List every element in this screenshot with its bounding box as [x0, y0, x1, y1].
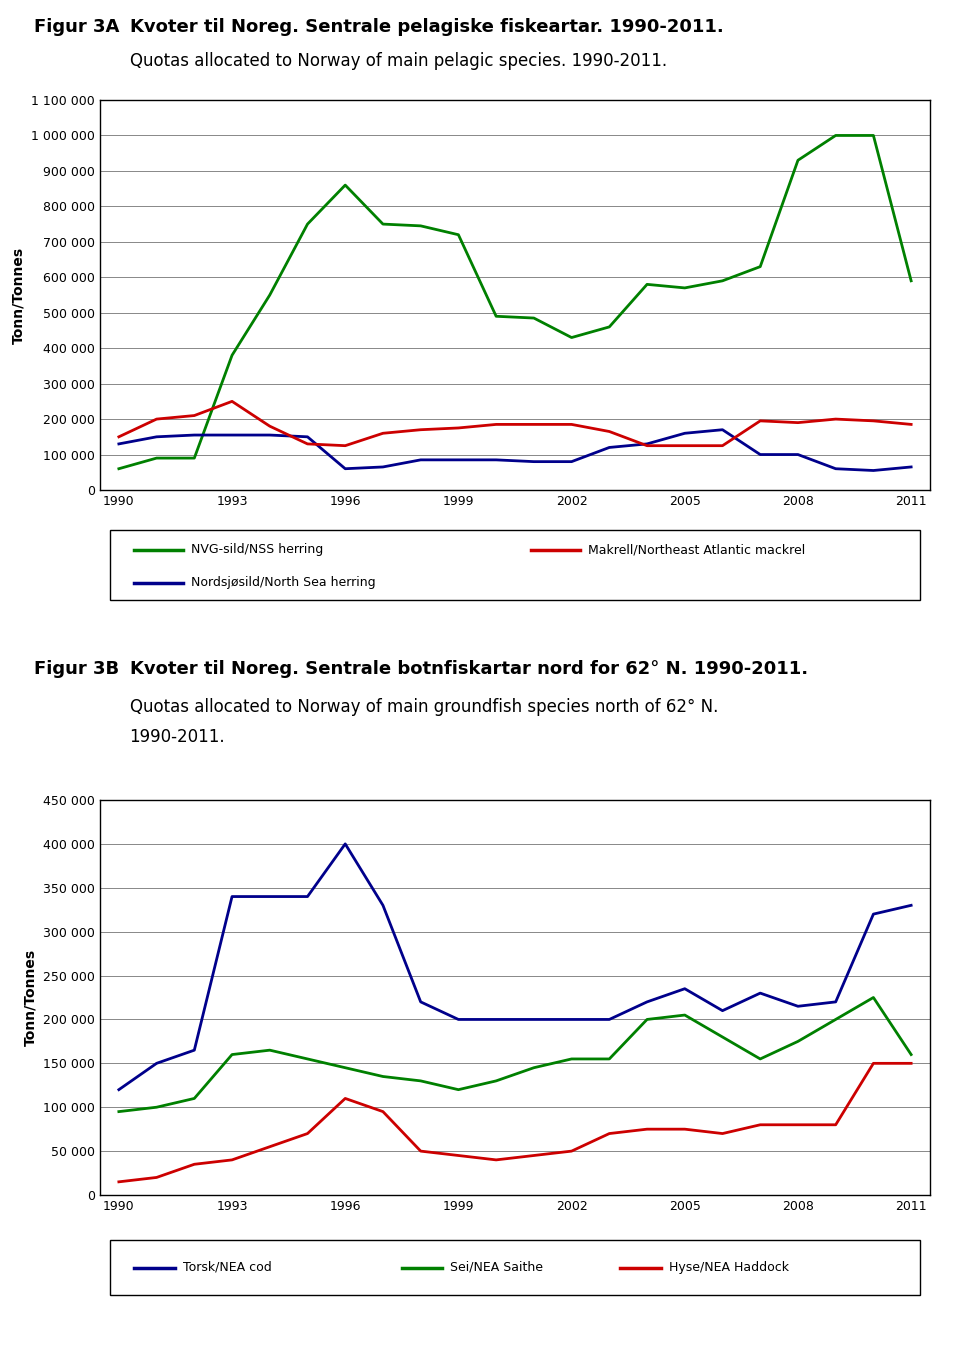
Text: Quotas allocated to Norway of main groundfish species north of 62° N.: Quotas allocated to Norway of main groun…: [130, 698, 718, 716]
Text: Sei/NEA Saithe: Sei/NEA Saithe: [450, 1260, 543, 1274]
Text: Torsk/NEA cod: Torsk/NEA cod: [183, 1260, 272, 1274]
FancyBboxPatch shape: [110, 531, 920, 600]
Y-axis label: Tonn/Tonnes: Tonn/Tonnes: [12, 247, 26, 344]
FancyBboxPatch shape: [110, 1240, 920, 1294]
Text: Figur 3A: Figur 3A: [34, 18, 119, 35]
Text: 1990-2011.: 1990-2011.: [130, 728, 226, 746]
Text: Kvoter til Noreg. Sentrale botnfiskartar nord for 62° N. 1990-2011.: Kvoter til Noreg. Sentrale botnfiskartar…: [130, 660, 807, 678]
Text: Figur 3B: Figur 3B: [34, 660, 119, 678]
Text: Quotas allocated to Norway of main pelagic species. 1990-2011.: Quotas allocated to Norway of main pelag…: [130, 52, 667, 70]
Text: Makrell/Northeast Atlantic mackrel: Makrell/Northeast Atlantic mackrel: [588, 543, 805, 557]
Text: NVG-sild/NSS herring: NVG-sild/NSS herring: [191, 543, 324, 557]
Text: Hyse/NEA Haddock: Hyse/NEA Haddock: [669, 1260, 789, 1274]
Y-axis label: Tonn/Tonnes: Tonn/Tonnes: [24, 949, 37, 1046]
Text: Kvoter til Noreg. Sentrale pelagiske fiskeartar. 1990-2011.: Kvoter til Noreg. Sentrale pelagiske fis…: [130, 18, 723, 35]
Text: Nordsjøsild/North Sea herring: Nordsjøsild/North Sea herring: [191, 576, 375, 589]
